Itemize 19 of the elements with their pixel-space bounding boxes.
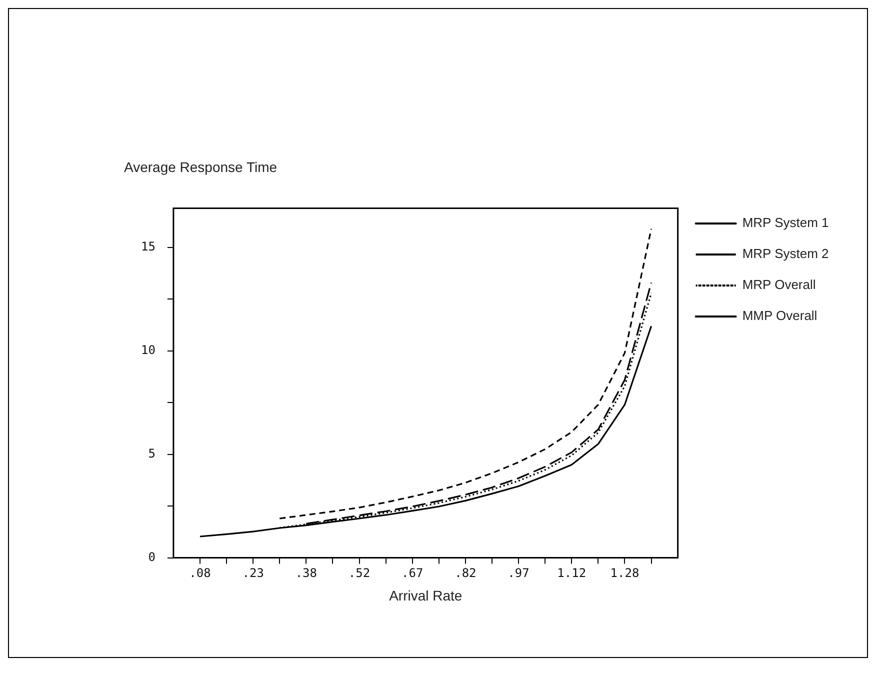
legend-label: MRP Overall xyxy=(742,277,816,292)
y-tick-label: 15 xyxy=(140,240,156,254)
legend-label: MMP Overall xyxy=(742,308,818,324)
x-tick-label: .97 xyxy=(508,566,530,580)
y-tick-label: 5 xyxy=(148,446,156,460)
x-tick-label: .23 xyxy=(242,566,264,580)
x-tick-label: 1.12 xyxy=(557,566,586,580)
y-tick-label: 10 xyxy=(140,343,156,358)
legend-label: MRP System 1 xyxy=(742,215,829,230)
x-tick-label: 1.28 xyxy=(610,566,640,580)
x-tick-label: .38 xyxy=(295,566,318,580)
legend-label: MRP System 2 xyxy=(742,246,829,262)
x-axis-title: Arrival Rate xyxy=(389,587,462,604)
x-tick-label: .08 xyxy=(189,566,211,580)
x-tick-label: .67 xyxy=(402,566,424,580)
y-axis-title: Average Response Time xyxy=(124,159,278,175)
x-tick-label: .82 xyxy=(454,566,476,580)
x-tick-label: .52 xyxy=(348,566,370,580)
y-tick-label: 0 xyxy=(148,550,156,564)
